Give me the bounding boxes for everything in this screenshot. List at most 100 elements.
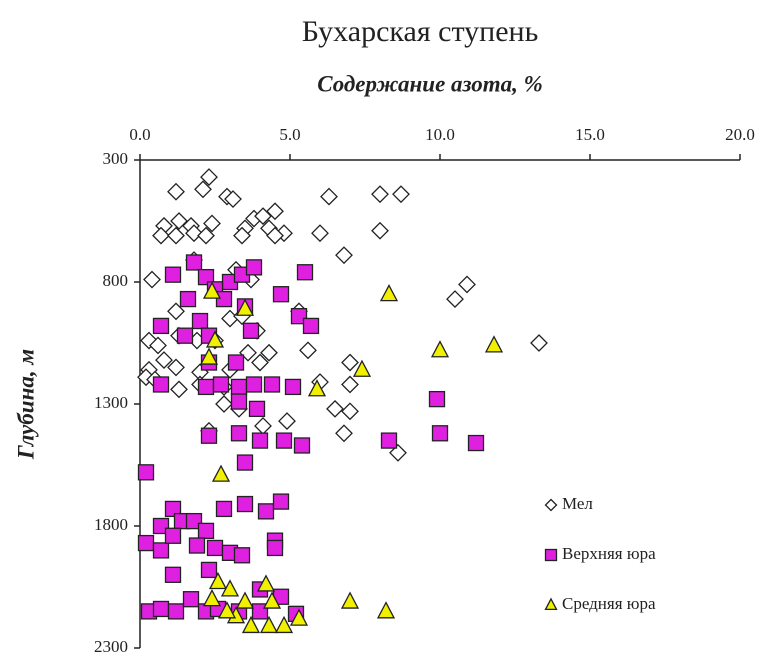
y-tick-label: 1800 — [94, 515, 128, 534]
x-tick-label: 5.0 — [279, 125, 300, 144]
triangle-marker — [217, 601, 237, 619]
triangle-marker — [208, 571, 228, 590]
square-marker — [233, 547, 251, 564]
diamond-marker — [254, 417, 272, 435]
diamond-marker — [203, 214, 221, 233]
diamond-marker — [392, 185, 410, 204]
diamond-marker — [371, 185, 389, 204]
square-marker — [290, 308, 308, 325]
triangle-marker — [256, 574, 276, 592]
square-marker — [428, 390, 446, 408]
legend-label: Мел — [562, 494, 593, 513]
diamond-marker — [266, 202, 284, 221]
square-marker — [152, 600, 170, 618]
legend-label: Средняя юра — [562, 594, 656, 613]
square-marker — [197, 378, 215, 396]
square-marker — [188, 537, 206, 554]
triangle-marker — [307, 379, 327, 397]
diamond-marker — [389, 443, 407, 462]
diamond-marker — [458, 275, 476, 294]
diamond-marker — [251, 353, 269, 372]
diamond-marker — [155, 351, 173, 369]
square-marker — [185, 512, 203, 530]
square-marker — [212, 376, 230, 393]
square-marker — [176, 327, 194, 344]
square-marker — [179, 290, 197, 308]
square-marker — [164, 527, 182, 544]
square-marker — [467, 434, 485, 452]
square-marker — [245, 259, 263, 276]
square-marker — [296, 264, 314, 281]
diamond-marker — [278, 412, 296, 430]
triangle-marker — [259, 615, 279, 634]
square-marker — [284, 378, 302, 396]
square-marker — [206, 539, 224, 557]
square-marker — [197, 522, 215, 540]
triangle-marker — [484, 335, 504, 353]
square-marker — [242, 322, 260, 339]
triangle-marker — [544, 597, 558, 611]
diamond-marker — [341, 353, 359, 372]
square-marker — [272, 286, 290, 303]
diamond-marker — [197, 226, 215, 245]
triangle-marker — [376, 601, 396, 619]
square-marker — [182, 591, 200, 608]
triangle-marker — [262, 591, 282, 609]
y-axis-label: Глубина, м — [13, 349, 38, 460]
diamond-marker — [149, 336, 167, 355]
diamond-marker — [530, 334, 548, 352]
triangle-marker — [220, 579, 240, 597]
square-marker — [230, 393, 248, 410]
diamond-marker — [299, 341, 317, 360]
square-marker — [245, 376, 263, 393]
triangle-marker — [235, 591, 255, 609]
square-marker — [227, 354, 245, 371]
square-marker — [197, 268, 215, 286]
square-marker — [137, 534, 155, 552]
diamond-marker — [185, 224, 203, 243]
square-marker — [275, 432, 293, 449]
diamond-marker — [311, 224, 329, 243]
triangle-marker — [211, 464, 231, 482]
x-tick-label: 20.0 — [725, 125, 755, 144]
square-marker — [248, 400, 266, 418]
y-tick-label: 300 — [103, 149, 129, 168]
diamond-marker — [143, 270, 161, 289]
diamond-marker — [260, 343, 278, 362]
square-marker — [215, 500, 233, 518]
y-tick-label: 800 — [103, 271, 129, 290]
diamond-marker — [320, 187, 338, 206]
square-marker — [263, 376, 281, 393]
x-tick-label: 0.0 — [129, 125, 150, 144]
square-marker — [200, 427, 218, 444]
chart-title: Бухарская ступень — [302, 15, 539, 48]
square-marker — [164, 566, 182, 583]
square-marker — [230, 378, 248, 396]
triangle-marker — [235, 298, 255, 316]
diamond-marker — [224, 190, 242, 208]
diamond-marker — [335, 424, 353, 443]
square-marker — [544, 548, 558, 562]
triangle-marker — [202, 281, 222, 299]
diamond-marker — [167, 182, 185, 201]
square-marker — [266, 539, 284, 557]
square-marker — [302, 317, 320, 335]
x-axis-label: Содержание азота, % — [317, 71, 543, 96]
square-marker — [236, 495, 254, 513]
diamond-marker — [544, 498, 558, 512]
x-tick-label: 15.0 — [575, 125, 605, 144]
square-marker — [272, 493, 290, 510]
diamond-marker — [167, 358, 185, 377]
diamond-marker — [167, 226, 185, 245]
diamond-marker — [152, 226, 170, 245]
diamond-marker — [266, 226, 284, 245]
square-marker — [164, 266, 182, 283]
square-marker — [215, 290, 233, 308]
diamond-marker — [233, 226, 251, 245]
square-marker — [164, 500, 182, 518]
square-marker — [152, 542, 170, 559]
square-marker — [236, 454, 254, 471]
triangle-marker — [241, 615, 261, 634]
square-marker — [185, 254, 203, 271]
